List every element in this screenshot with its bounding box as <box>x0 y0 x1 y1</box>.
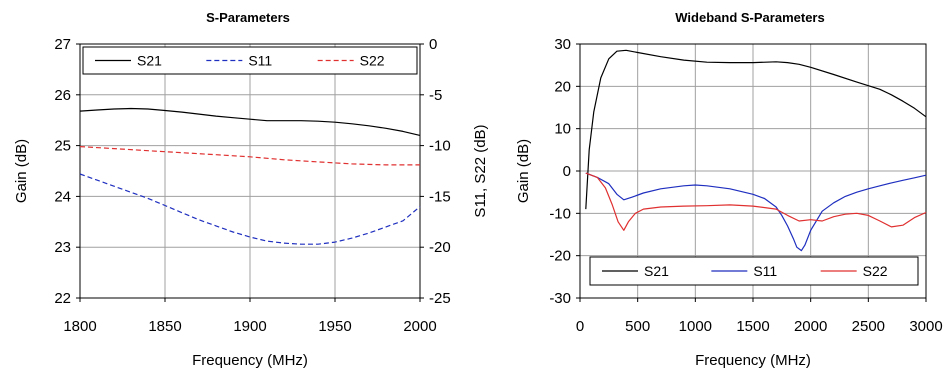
legend-label-s22: S22 <box>360 53 385 69</box>
x-tick-label: 1900 <box>233 318 266 335</box>
y-tick-label: -20 <box>549 248 571 265</box>
y-tick-label: 25 <box>54 138 71 155</box>
y-tick-label: -10 <box>549 205 571 222</box>
legend-label-s11: S11 <box>248 53 272 69</box>
y2-axis-label: S11, S22 (dB) <box>472 124 489 217</box>
x-tick-label: 0 <box>576 318 584 335</box>
x-axis-label: Frequency (MHz) <box>695 352 811 369</box>
y-tick-label: -30 <box>549 290 571 307</box>
chart-title: Wideband S-Parameters <box>675 10 824 25</box>
x-tick-label: 1000 <box>679 318 712 335</box>
y-axis-label: Gain (dB) <box>13 139 30 203</box>
series-line-s22 <box>585 172 927 231</box>
x-tick-label: 500 <box>625 318 650 335</box>
x-tick-label: 1950 <box>318 318 351 335</box>
y-tick-label: 24 <box>54 188 71 205</box>
series-line-s11 <box>585 172 927 252</box>
x-tick-label: 1500 <box>736 318 769 335</box>
legend-label-s21: S21 <box>137 53 162 69</box>
y-axis-label: Gain (dB) <box>515 139 532 203</box>
legend-label-s22: S22 <box>863 263 888 279</box>
y-tick-label: 26 <box>54 87 71 104</box>
legend-label-s11: S11 <box>753 263 777 279</box>
x-tick-label: 2500 <box>852 318 885 335</box>
y2-tick-label: -20 <box>429 239 451 256</box>
legend-box <box>82 46 418 75</box>
wideband-s-parameters-chart: Wideband S-Parameters 0 500 1000 1500 2000 250… <box>515 10 943 369</box>
series-line-s21 <box>585 49 927 210</box>
y2-tick-label: -5 <box>429 87 442 104</box>
s-parameters-chart: S-Parameters 1800 1850 1900 1950 2000 22 23 24 25… <box>13 10 489 369</box>
y-tick-label: 10 <box>554 121 571 138</box>
y2-tick-label: -25 <box>429 290 451 307</box>
x-tick-label: 3000 <box>909 318 942 335</box>
y-tick-label: 20 <box>554 78 571 95</box>
y-tick-label: 22 <box>54 290 71 307</box>
y2-tick-label: -10 <box>429 138 451 155</box>
series-line-s11 <box>79 173 421 245</box>
y2-tick-label: -15 <box>429 188 451 205</box>
legend-label-s21: S21 <box>644 263 669 279</box>
y-tick-label: 30 <box>554 36 571 53</box>
chart-title: S-Parameters <box>206 10 290 25</box>
series-line-s22 <box>79 146 420 166</box>
x-tick-label: 2000 <box>403 318 436 335</box>
x-tick-label: 2000 <box>794 318 827 335</box>
x-tick-label: 1850 <box>148 318 181 335</box>
x-axis-label: Frequency (MHz) <box>192 352 308 369</box>
y2-tick-label: 0 <box>429 36 437 53</box>
x-tick-label: 1800 <box>63 318 96 335</box>
legend-box <box>589 256 919 286</box>
series-line-s21 <box>79 107 421 136</box>
y-tick-label: 0 <box>563 163 571 180</box>
y-tick-label: 27 <box>54 36 71 53</box>
y-tick-label: 23 <box>54 239 71 256</box>
